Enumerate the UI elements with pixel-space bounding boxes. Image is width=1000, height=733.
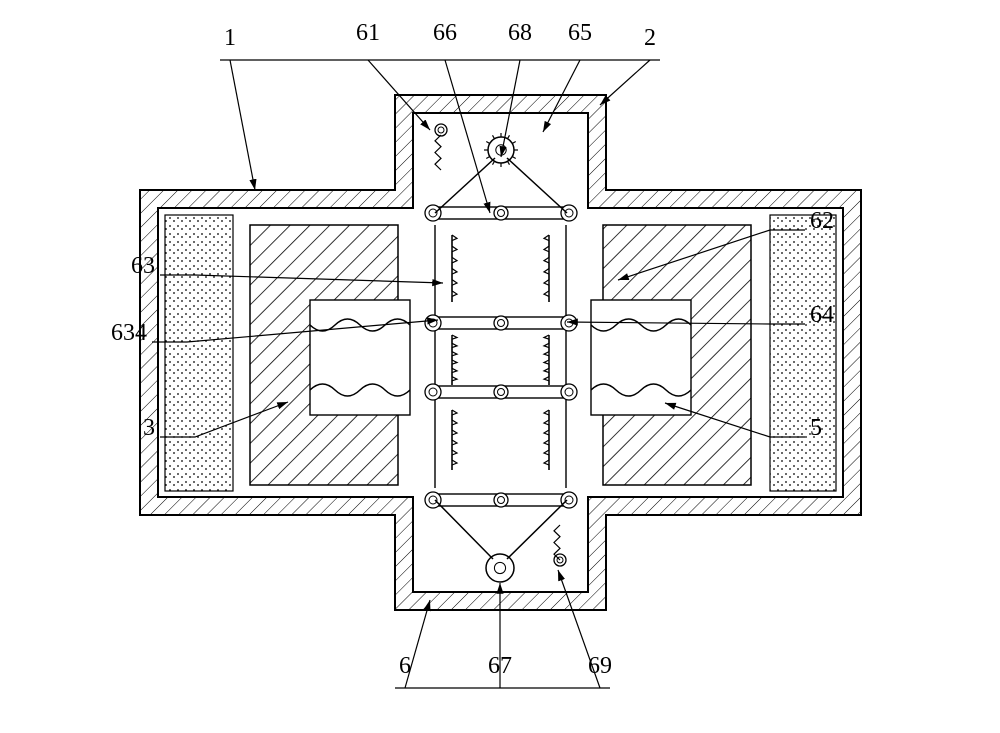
callout-label-62: 62	[810, 208, 834, 234]
housing-wall	[140, 95, 861, 610]
callout-label-65: 65	[568, 20, 592, 46]
callout-label-69: 69	[588, 653, 612, 679]
callout-label-6: 6	[399, 653, 411, 679]
dotted-chamber-left	[165, 215, 233, 491]
leader-line	[600, 60, 650, 105]
callout-label-63: 63	[131, 253, 155, 279]
callout-label-67: 67	[488, 653, 512, 679]
callout-label-61: 61	[356, 20, 380, 46]
technical-drawing: 1 61 66 68 65 2 62 64 5 63 634 3 6 67 69	[0, 0, 1000, 733]
belt-bottom	[435, 500, 567, 559]
callout-label-64: 64	[810, 302, 834, 328]
callout-label-2: 2	[644, 25, 656, 51]
dotted-chamber-right	[770, 215, 836, 491]
callout-label-5: 5	[810, 415, 822, 441]
callout-label-66: 66	[433, 20, 457, 46]
leader-line	[230, 60, 255, 190]
callout-label-634: 634	[111, 320, 147, 346]
callout-label-68: 68	[508, 20, 532, 46]
leader-line	[445, 60, 490, 213]
spring	[435, 135, 441, 170]
callout-label-1: 1	[224, 25, 236, 51]
callout-label-3: 3	[143, 415, 155, 441]
